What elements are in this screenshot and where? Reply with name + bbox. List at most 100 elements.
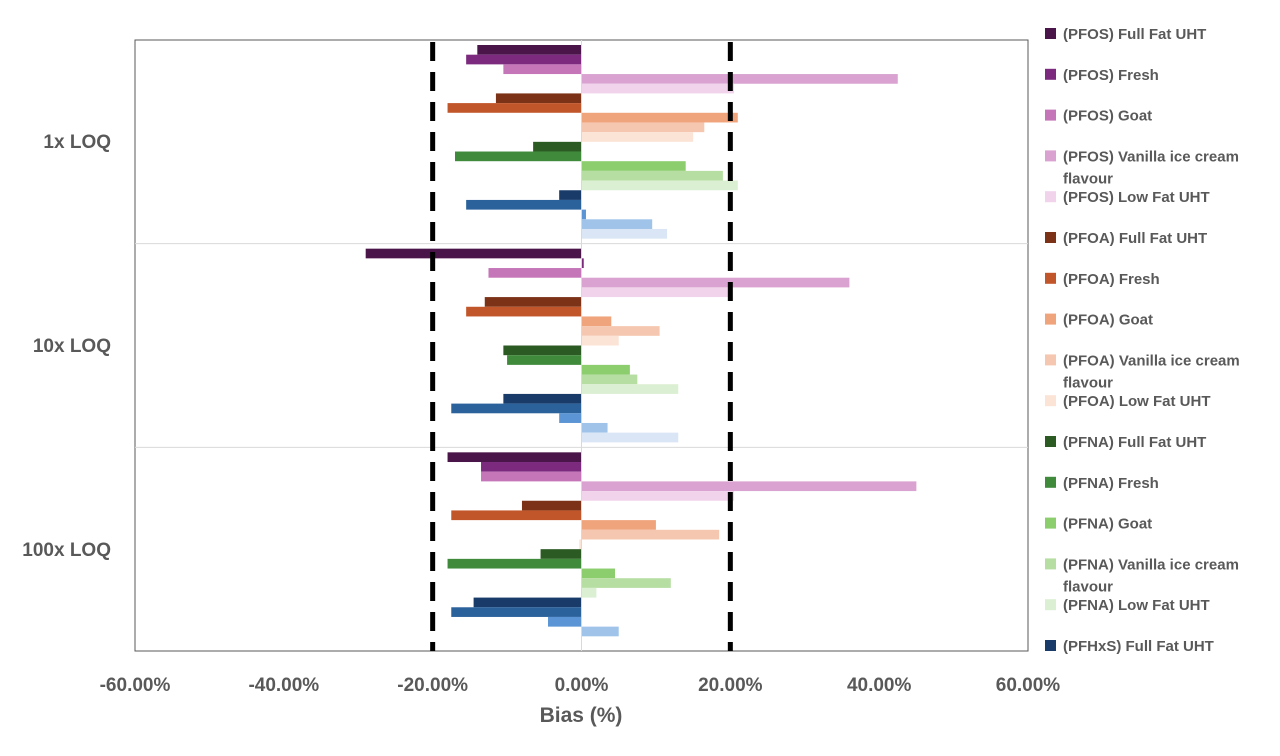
legend-entry: (PFOA) Goat (1063, 312, 1153, 329)
bar (484, 297, 582, 307)
bar (581, 228, 668, 239)
legend-entry: (PFOA) Fresh (1063, 271, 1160, 288)
bar (581, 219, 653, 229)
bar (581, 520, 656, 530)
bar (477, 45, 582, 55)
bar (581, 316, 612, 327)
legend-entry: (PFNA) Fresh (1063, 475, 1159, 492)
legend-entry: (PFOA) Low Fat UHT (1063, 393, 1210, 410)
legend-entry: (PFOS) Fresh (1063, 67, 1159, 84)
legend-swatch (1045, 68, 1056, 80)
bar (507, 355, 582, 365)
bar (581, 83, 735, 94)
bar (581, 287, 731, 298)
bar (581, 112, 738, 123)
bar (581, 180, 738, 191)
legend-entry: (PFHxS) Full Fat UHT (1063, 638, 1214, 655)
bar (581, 277, 850, 288)
bar (581, 432, 679, 443)
legend-swatch (1045, 476, 1056, 488)
bar (581, 335, 619, 346)
bar (454, 151, 582, 162)
bar (581, 384, 679, 394)
bar (495, 93, 582, 104)
bar (581, 161, 686, 171)
legend-swatch (1045, 109, 1056, 121)
legend-entry: (PFOS) Goat (1063, 108, 1152, 125)
legend-swatch (1045, 640, 1056, 651)
legend-entry: (PFOS) Vanilla ice cream flavour (1063, 148, 1239, 187)
bar-series (365, 40, 917, 651)
acceptance-limit-lines (430, 42, 733, 651)
bar (581, 491, 735, 501)
bar (488, 268, 582, 278)
bar (581, 326, 660, 336)
x-tick-label: 40.00% (847, 675, 912, 696)
x-tick-label: 0.00% (555, 675, 609, 696)
legend-swatch (1045, 28, 1056, 39)
bar (581, 122, 705, 133)
bar (473, 597, 582, 608)
legend-swatch (1045, 272, 1056, 284)
bar (581, 422, 608, 433)
bar (581, 364, 630, 375)
x-tick-label: 20.00% (698, 675, 763, 696)
legend-entry: (PFNA) Vanilla ice cream flavour (1063, 556, 1239, 595)
bar (481, 462, 582, 472)
legend-swatch (1045, 313, 1056, 325)
bar (581, 132, 694, 142)
category-label: 1x LOQ (43, 132, 111, 153)
bar (581, 170, 723, 181)
legend-entry: (PFOS) Full Fat UHT (1063, 26, 1206, 43)
bar (579, 539, 582, 550)
legend-entry: (PFOA) Full Fat UHT (1063, 230, 1207, 247)
legend-entry: (PFNA) Full Fat UHT (1063, 434, 1206, 451)
category-labels: 1x LOQ 10x LOQ 100x LOQ (22, 132, 111, 561)
bar (466, 54, 582, 65)
bar (447, 103, 582, 113)
bar (451, 607, 582, 617)
x-tick-label: -40.00% (248, 675, 319, 696)
legend-swatch (1045, 354, 1056, 366)
bar (581, 374, 638, 385)
x-axis-ticks: -60.00% -40.00% -20.00% 0.00% 20.00% 40.00% 60… (100, 675, 1061, 696)
x-tick-label: -20.00% (397, 675, 468, 696)
bar (466, 199, 582, 210)
legend-swatch (1045, 599, 1056, 611)
bar (581, 587, 597, 598)
bar (481, 471, 582, 482)
legend-swatch (1045, 232, 1056, 243)
bar (581, 258, 584, 269)
bar (548, 616, 582, 627)
bar (581, 529, 720, 540)
legend-entry: (PFNA) Low Fat UHT (1063, 597, 1210, 614)
x-tick-label: -60.00% (100, 675, 171, 696)
legend-entry: (PFOA) Vanilla ice cream flavour (1063, 352, 1240, 391)
bar (451, 403, 582, 414)
legend-swatch (1045, 395, 1056, 407)
legend-swatch (1045, 436, 1056, 447)
bar (533, 141, 582, 152)
x-axis-title: Bias (%) (540, 704, 623, 727)
legend-entry: (PFOS) Low Fat UHT (1063, 189, 1210, 206)
bar (581, 626, 619, 637)
bar (503, 393, 582, 404)
bar (559, 413, 582, 423)
legend-entry: (PFNA) Goat (1063, 516, 1152, 533)
bar (581, 568, 615, 579)
bar (581, 74, 898, 84)
bar (581, 578, 671, 588)
bar (581, 209, 586, 220)
legend-swatch (1045, 191, 1056, 203)
legend-swatch (1045, 150, 1056, 162)
legend: (PFOS) Full Fat UHT (PFOS) Fresh (PFOS) Go… (1045, 26, 1240, 655)
bar (451, 510, 582, 521)
category-label: 100x LOQ (22, 540, 111, 561)
bar (581, 481, 917, 492)
bar (365, 248, 582, 259)
bar (466, 306, 582, 317)
bar (559, 190, 582, 200)
bar (447, 452, 582, 463)
bar (503, 64, 582, 75)
